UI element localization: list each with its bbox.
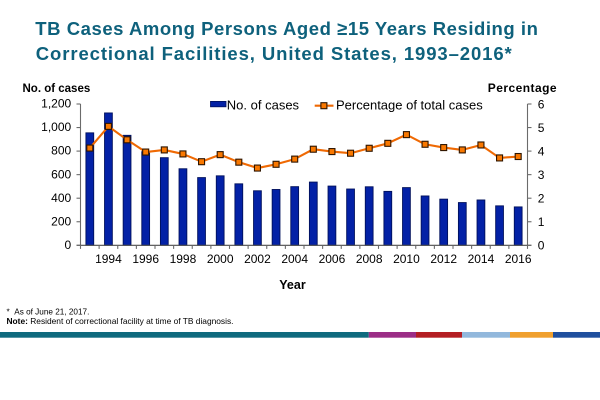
svg-text:2000: 2000 — [207, 252, 234, 266]
svg-text:2014: 2014 — [468, 252, 495, 266]
svg-text:Percentage: Percentage — [488, 81, 557, 95]
svg-text:0: 0 — [538, 239, 545, 253]
svg-text:No. of cases: No. of cases — [23, 83, 91, 95]
svg-text:2012: 2012 — [430, 252, 457, 266]
svg-text:1,000: 1,000 — [41, 120, 71, 134]
svg-text:3: 3 — [538, 168, 545, 182]
svg-text:1996: 1996 — [132, 252, 159, 266]
svg-text:600: 600 — [51, 167, 71, 181]
svg-text:No. of cases: No. of cases — [227, 98, 300, 113]
svg-text:800: 800 — [51, 144, 71, 158]
svg-text:2010: 2010 — [393, 252, 420, 266]
svg-text:TB Cases Among Persons Aged ≥1: TB Cases Among Persons Aged ≥15 Years Re… — [35, 18, 538, 39]
svg-text:Year: Year — [279, 278, 306, 292]
svg-text:2002: 2002 — [244, 252, 271, 266]
svg-text:2006: 2006 — [319, 252, 346, 266]
svg-text:1: 1 — [538, 215, 545, 229]
svg-text:* As of June 21, 2017.: * As of June 21, 2017. — [7, 308, 90, 317]
svg-text:4: 4 — [538, 144, 545, 158]
svg-text:0: 0 — [65, 238, 72, 252]
svg-text:200: 200 — [51, 214, 71, 228]
svg-text:2016: 2016 — [505, 252, 532, 266]
svg-text:1994: 1994 — [95, 252, 122, 266]
svg-text:Correctional Facilities, Unite: Correctional Facilities, United States, … — [36, 43, 513, 64]
svg-text:Percentage of total cases: Percentage of total cases — [336, 98, 483, 113]
svg-text:2: 2 — [538, 192, 545, 206]
svg-text:1998: 1998 — [170, 252, 197, 266]
svg-text:2008: 2008 — [356, 252, 383, 266]
svg-text:1,200: 1,200 — [41, 97, 71, 111]
svg-text:Note: Resident of correctional: Note: Resident of correctional facility … — [7, 316, 234, 326]
svg-text:6: 6 — [538, 97, 545, 111]
svg-text:2004: 2004 — [281, 252, 308, 266]
svg-text:400: 400 — [51, 191, 71, 205]
svg-text:5: 5 — [538, 121, 545, 135]
